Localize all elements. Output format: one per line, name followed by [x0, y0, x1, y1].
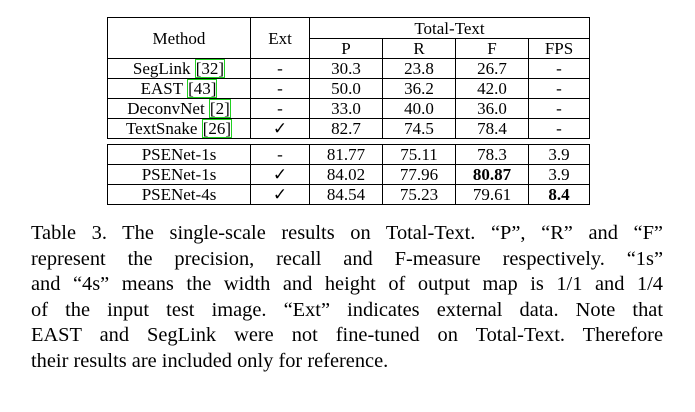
cell-fps: - [527, 78, 591, 99]
cell-r: 74.5 [382, 118, 456, 139]
cell-f: 78.3 [455, 144, 529, 165]
table-caption: Table 3. The single-scale results on Tot… [31, 221, 663, 374]
cell-fps: 3.9 [527, 164, 591, 185]
table-row: PSENet-1s - 81.77 75.11 78.3 3.9 [107, 144, 591, 165]
cell-ext: - [250, 98, 310, 119]
cell-f: 36.0 [455, 98, 529, 119]
cell-r: 36.2 [382, 78, 456, 99]
table-row: EAST [43] - 50.0 36.2 42.0 - [107, 78, 591, 99]
cell-f: 42.0 [455, 78, 529, 99]
cell-method: SegLink [32] [107, 58, 251, 79]
cell-method: PSENet-1s [107, 144, 251, 165]
cell-p: 82.7 [309, 118, 383, 139]
cell-r: 75.11 [382, 144, 456, 165]
cell-method: EAST [43] [107, 78, 251, 99]
cell-ext: - [250, 78, 310, 99]
table-row: DeconvNet [2] - 33.0 40.0 36.0 - [107, 98, 591, 119]
cell-p: 50.0 [309, 78, 383, 99]
results-table-container: Method Ext Total-Text P R F FPS SegLink … [107, 17, 591, 205]
citation-link[interactable]: [43] [187, 79, 218, 98]
cell-f-best: 80.87 [455, 164, 529, 185]
caption-line: represent the precision, recall and F-me… [31, 247, 663, 270]
caption-line: and “4s” means the width and height of o… [31, 273, 663, 295]
results-table: Method Ext Total-Text P R F FPS SegLink … [107, 17, 591, 205]
cell-p: 30.3 [309, 58, 383, 79]
header-ext: Ext [250, 17, 310, 59]
cell-ext-check-icon: ✓ [250, 118, 310, 139]
cell-fps: 3.9 [527, 144, 591, 165]
table-row: TextSnake [26] ✓ 82.7 74.5 78.4 - [107, 118, 591, 139]
method-name: SegLink [132, 59, 191, 78]
header-total-text: Total-Text [308, 17, 591, 39]
cell-r: 40.0 [382, 98, 456, 119]
cell-fps-best: 8.4 [527, 184, 591, 205]
cell-r: 77.96 [382, 164, 456, 185]
cell-p: 84.02 [309, 164, 383, 185]
caption-line: Table 3. The single-scale results on Tot… [31, 222, 663, 244]
cell-p: 81.77 [309, 144, 383, 165]
table-row: SegLink [32] - 30.3 23.8 26.7 - [107, 58, 591, 79]
cell-fps: - [527, 58, 591, 79]
cell-method: PSENet-1s [107, 164, 251, 185]
caption-line: their results are included only for refe… [31, 349, 389, 372]
citation-link[interactable]: [26] [201, 119, 233, 138]
method-name: EAST [140, 79, 183, 98]
cell-p: 84.54 [309, 184, 383, 205]
caption-line: EAST and SegLink were not fine-tuned on … [31, 324, 663, 346]
method-name: DeconvNet [127, 99, 205, 118]
method-name: TextSnake [125, 119, 198, 138]
header-fps: FPS [527, 38, 591, 59]
cell-f: 26.7 [455, 58, 529, 79]
caption-line: of the input test image. “Ext” indicates… [31, 298, 663, 321]
cell-p: 33.0 [309, 98, 383, 119]
header-p: P [309, 38, 383, 59]
header-f: F [455, 38, 529, 59]
cell-fps: - [527, 98, 591, 119]
cell-r: 23.8 [382, 58, 456, 79]
header-r: R [382, 38, 456, 59]
cell-f: 79.61 [455, 184, 529, 205]
citation-link[interactable]: [32] [194, 59, 226, 78]
cell-r: 75.23 [382, 184, 456, 205]
header-method: Method [107, 17, 251, 59]
cell-f: 78.4 [455, 118, 529, 139]
table-row: PSENet-1s ✓ 84.02 77.96 80.87 3.9 [107, 164, 591, 185]
cell-method: TextSnake [26] [107, 118, 251, 139]
table-row: PSENet-4s ✓ 84.54 75.23 79.61 8.4 [107, 184, 591, 205]
cell-method: DeconvNet [2] [107, 98, 251, 119]
cell-ext: - [250, 58, 310, 79]
cell-fps: - [527, 118, 591, 139]
cell-ext: - [250, 144, 310, 165]
cell-ext-check-icon: ✓ [250, 184, 310, 205]
cell-method: PSENet-4s [107, 184, 251, 205]
cell-ext-check-icon: ✓ [250, 164, 310, 185]
citation-link[interactable]: [2] [208, 99, 231, 118]
